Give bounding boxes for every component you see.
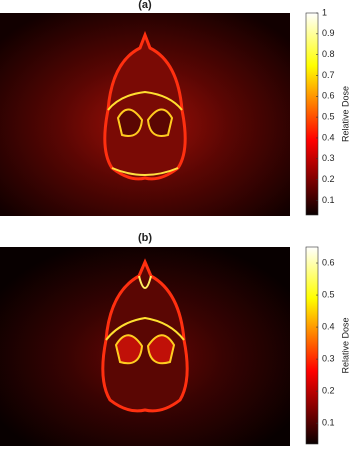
colorbar-tick-label: 0.5 — [322, 111, 335, 121]
colorbar-tick-label: 0.2 — [322, 174, 335, 184]
colorbar-tick-label: 0.6 — [322, 257, 335, 267]
panel-title: (a) — [138, 0, 152, 11]
colorbar-tick-label: 0.5 — [322, 289, 335, 299]
colorbar-tick-label: 0.8 — [322, 49, 335, 59]
colorbar-tick-label: 0.9 — [322, 28, 335, 38]
colorbar-tick-label: 0.7 — [322, 70, 335, 80]
colorbar-label: Relative Dose — [340, 317, 350, 373]
colorbar-label: Relative Dose — [340, 86, 350, 142]
colorbar-tick-label: 0.4 — [322, 132, 335, 142]
colorbar-tick-label: 1 — [322, 7, 327, 17]
colorbar-tick-label: 0.6 — [322, 91, 335, 101]
heatmap-image — [0, 13, 290, 216]
colorbar-tick-label: 0.2 — [322, 386, 335, 396]
colorbar-tick-label: 0.1 — [322, 418, 335, 428]
colorbar-tick-label: 0.1 — [322, 195, 335, 205]
heatmap-image — [0, 247, 290, 446]
colorbar — [305, 12, 319, 216]
panel-title: (b) — [138, 232, 152, 244]
colorbar-tick-label: 0.3 — [322, 353, 335, 363]
colorbar-tick-label: 0.4 — [322, 321, 335, 331]
colorbar-tick-label: 0.3 — [322, 153, 335, 163]
colorbar — [305, 246, 319, 445]
